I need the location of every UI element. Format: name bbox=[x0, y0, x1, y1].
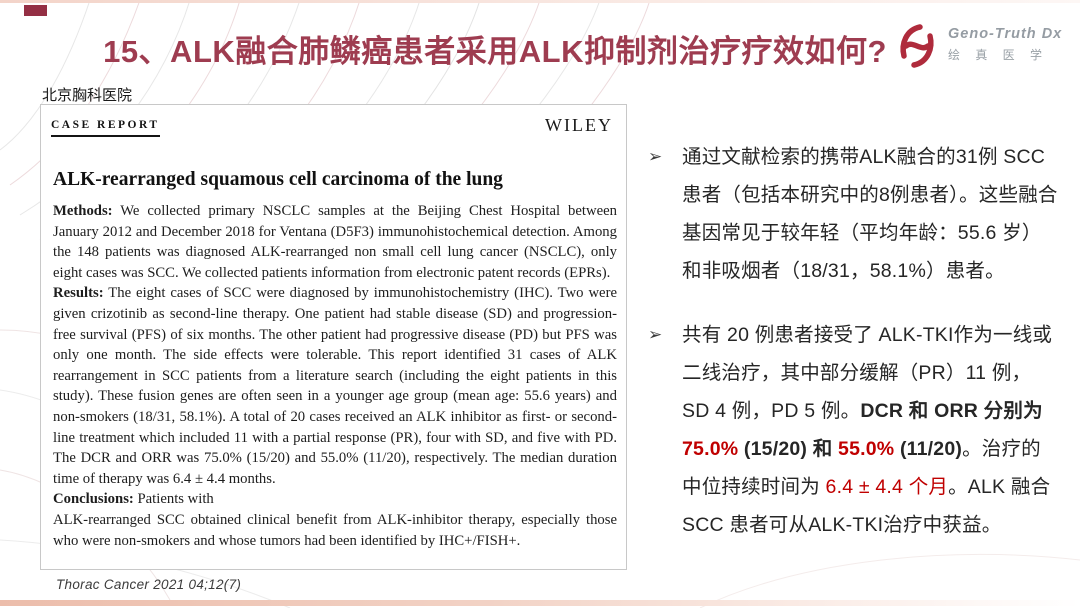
paper-abstract: Methods: We collected primary NSCLC samp… bbox=[53, 201, 617, 551]
conclusions-paragraph-continued: ALK-rearranged SCC obtained clinical ben… bbox=[53, 510, 617, 551]
bullet-2-part3: 。ALK 融合SCC 患者可从ALK-TKI治疗中获益。 bbox=[682, 476, 1051, 536]
logo-name-text: Geno-Truth Dx bbox=[948, 26, 1063, 42]
conclusions-label: Conclusions: bbox=[53, 491, 134, 508]
methods-text: We collected primary NSCLC samples at th… bbox=[53, 203, 617, 281]
page-title: 15、ALK融合肺鳞癌患者采用ALK抑制剂治疗疗效如何? bbox=[103, 34, 887, 69]
bullet-1-text: 通过文献检索的携带ALK融合的31例 SCC患者（包括本研究中的8例患者）。这些… bbox=[682, 138, 1058, 290]
bullet-2-bold1: DCR 和 ORR 分别为 bbox=[860, 400, 1043, 422]
arrowhead-bullet-icon: ➢ bbox=[648, 325, 663, 344]
case-report-panel: CASE REPORT WILEY ALK-rearranged squamou… bbox=[40, 104, 627, 570]
wiley-logo: WILEY bbox=[545, 115, 613, 135]
conclusions-paragraph: Conclusions: Patients with bbox=[53, 489, 617, 510]
company-logo: Geno-Truth Dx 绘 真 医 学 bbox=[886, 20, 1066, 72]
paper-title: ALK-rearranged squamous cell carcinoma o… bbox=[53, 169, 503, 190]
corner-accent-dash bbox=[24, 5, 47, 16]
summary-bullets: ➢ 通过文献检索的携带ALK融合的31例 SCC患者（包括本研究中的8例患者）。… bbox=[648, 138, 1058, 570]
bottom-accent-bar bbox=[0, 600, 1080, 606]
bullet-2-bold3: (11/20) bbox=[894, 438, 963, 460]
methods-label: Methods: bbox=[53, 203, 113, 219]
geno-truth-logo-icon bbox=[900, 24, 934, 68]
case-report-kicker: CASE REPORT bbox=[51, 119, 160, 137]
bullet-item-1: ➢ 通过文献检索的携带ALK融合的31例 SCC患者（包括本研究中的8例患者）。… bbox=[648, 138, 1058, 290]
bullet-item-2: ➢ 共有 20 例患者接受了 ALK-TKI作为一线或二线治疗，其中部分缓解（P… bbox=[648, 316, 1058, 544]
arrowhead-bullet-icon: ➢ bbox=[648, 147, 663, 166]
bullet-2-part1: 共有 20 例患者接受了 ALK-TKI作为一线或二线治疗，其中部分缓解（PR）… bbox=[682, 324, 1053, 422]
results-paragraph: Results: The eight cases of SCC were dia… bbox=[53, 283, 617, 489]
bullet-2-duration-value: 6.4 ± 4.4 个月 bbox=[825, 476, 949, 498]
bullet-2-orr-value: 55.0% bbox=[838, 438, 895, 460]
hospital-label: 北京胸科医院 bbox=[42, 87, 133, 104]
journal-citation: Thorac Cancer 2021 04;12(7) bbox=[56, 577, 242, 592]
top-accent-line bbox=[0, 0, 1080, 3]
bullet-2-text: 共有 20 例患者接受了 ALK-TKI作为一线或二线治疗，其中部分缓解（PR）… bbox=[682, 316, 1058, 544]
results-text: The eight cases of SCC were diagnosed by… bbox=[53, 285, 617, 487]
bullet-2-bold2: (15/20) 和 bbox=[738, 438, 839, 460]
results-label: Results: bbox=[53, 285, 104, 302]
methods-paragraph: Methods: We collected primary NSCLC samp… bbox=[53, 201, 617, 283]
bullet-2-part2: 。治疗的中位持续时间为 bbox=[682, 438, 1041, 498]
logo-subtitle-text: 绘 真 医 学 bbox=[948, 48, 1049, 62]
bullet-1-body: 通过文献检索的携带ALK融合的31例 SCC患者（包括本研究中的8例患者）。这些… bbox=[682, 146, 1058, 282]
conclusions-line1: Patients with bbox=[137, 491, 214, 508]
conclusions-line2: ALK-rearranged SCC obtained clinical ben… bbox=[53, 511, 617, 549]
bullet-2-dcr-value: 75.0% bbox=[682, 438, 739, 460]
